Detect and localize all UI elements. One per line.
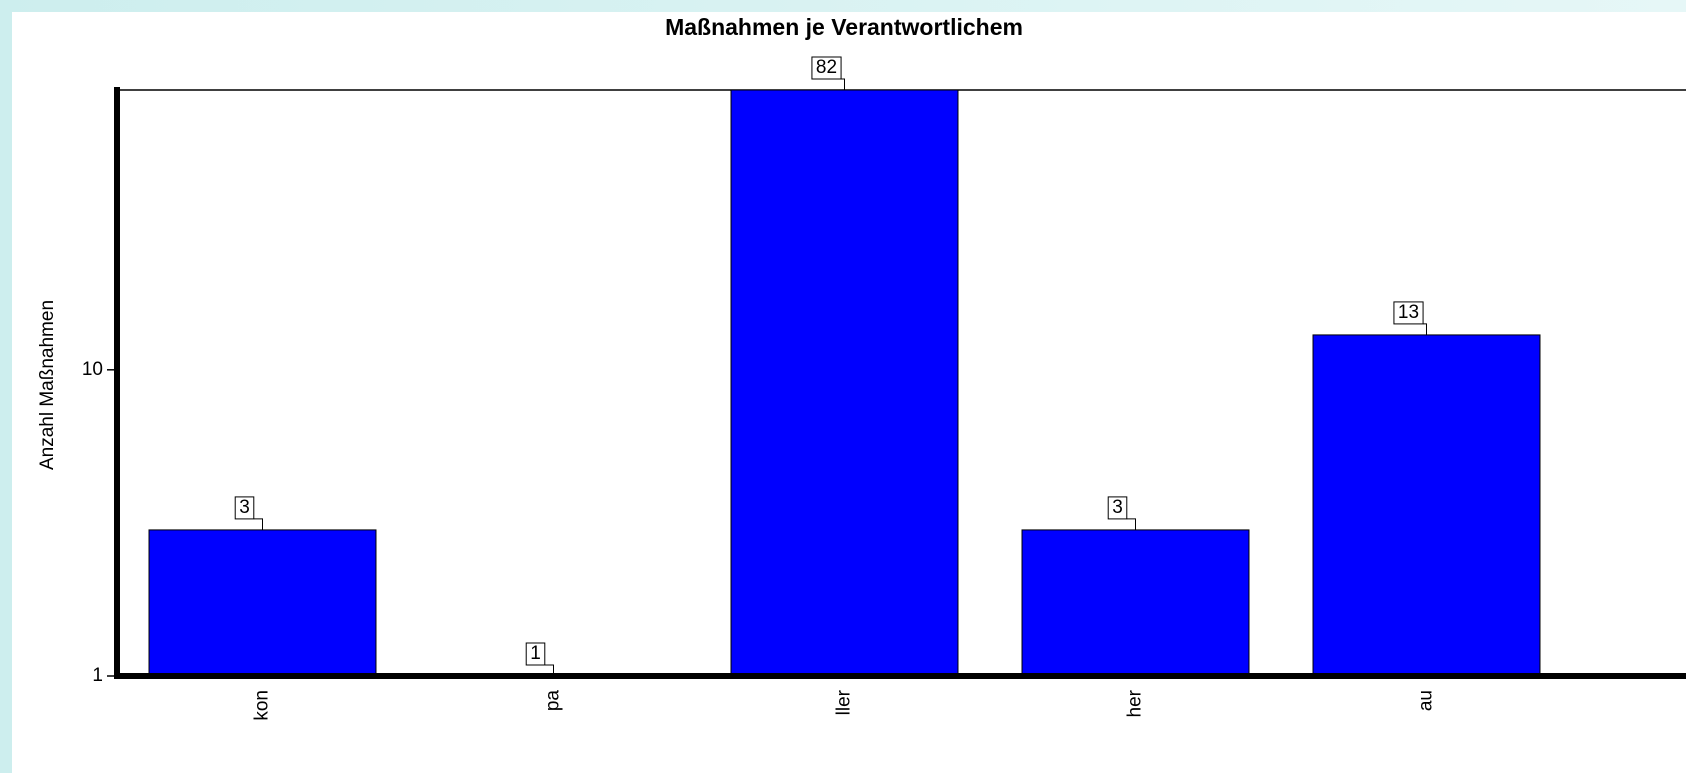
data-label-box (234, 496, 255, 520)
data-label: 82 (816, 57, 837, 78)
data-label-leader (1423, 323, 1427, 335)
y-tick-label: 1 (92, 665, 103, 686)
y-tick-label: 10 (82, 359, 103, 380)
x-tick-label: her (1125, 689, 1146, 717)
data-label-leader (253, 518, 263, 530)
data-label: 1 (530, 643, 541, 664)
bar (148, 529, 377, 677)
x-tick-label: au (1416, 690, 1437, 711)
chart-title: Maßnahmen je Verantwortlichem (665, 14, 1023, 40)
y-axis-label: Anzahl Maßnahmen (37, 300, 58, 470)
x-tick-label: ller (834, 689, 855, 715)
data-label-box (811, 56, 842, 80)
data-label-box (525, 642, 546, 666)
data-label: 3 (1112, 497, 1123, 518)
x-tick-label: kon (252, 690, 273, 721)
data-label-box (1393, 301, 1424, 325)
data-label: 13 (1398, 302, 1419, 323)
bar (1021, 529, 1250, 677)
data-label-box (1107, 496, 1128, 520)
data-label-leader (841, 78, 845, 90)
data-label-leader (544, 664, 554, 676)
data-label-leader (1126, 518, 1136, 530)
bar (730, 89, 959, 677)
x-tick-label: pa (543, 690, 564, 712)
data-label: 3 (239, 497, 250, 518)
bar (1312, 334, 1541, 677)
